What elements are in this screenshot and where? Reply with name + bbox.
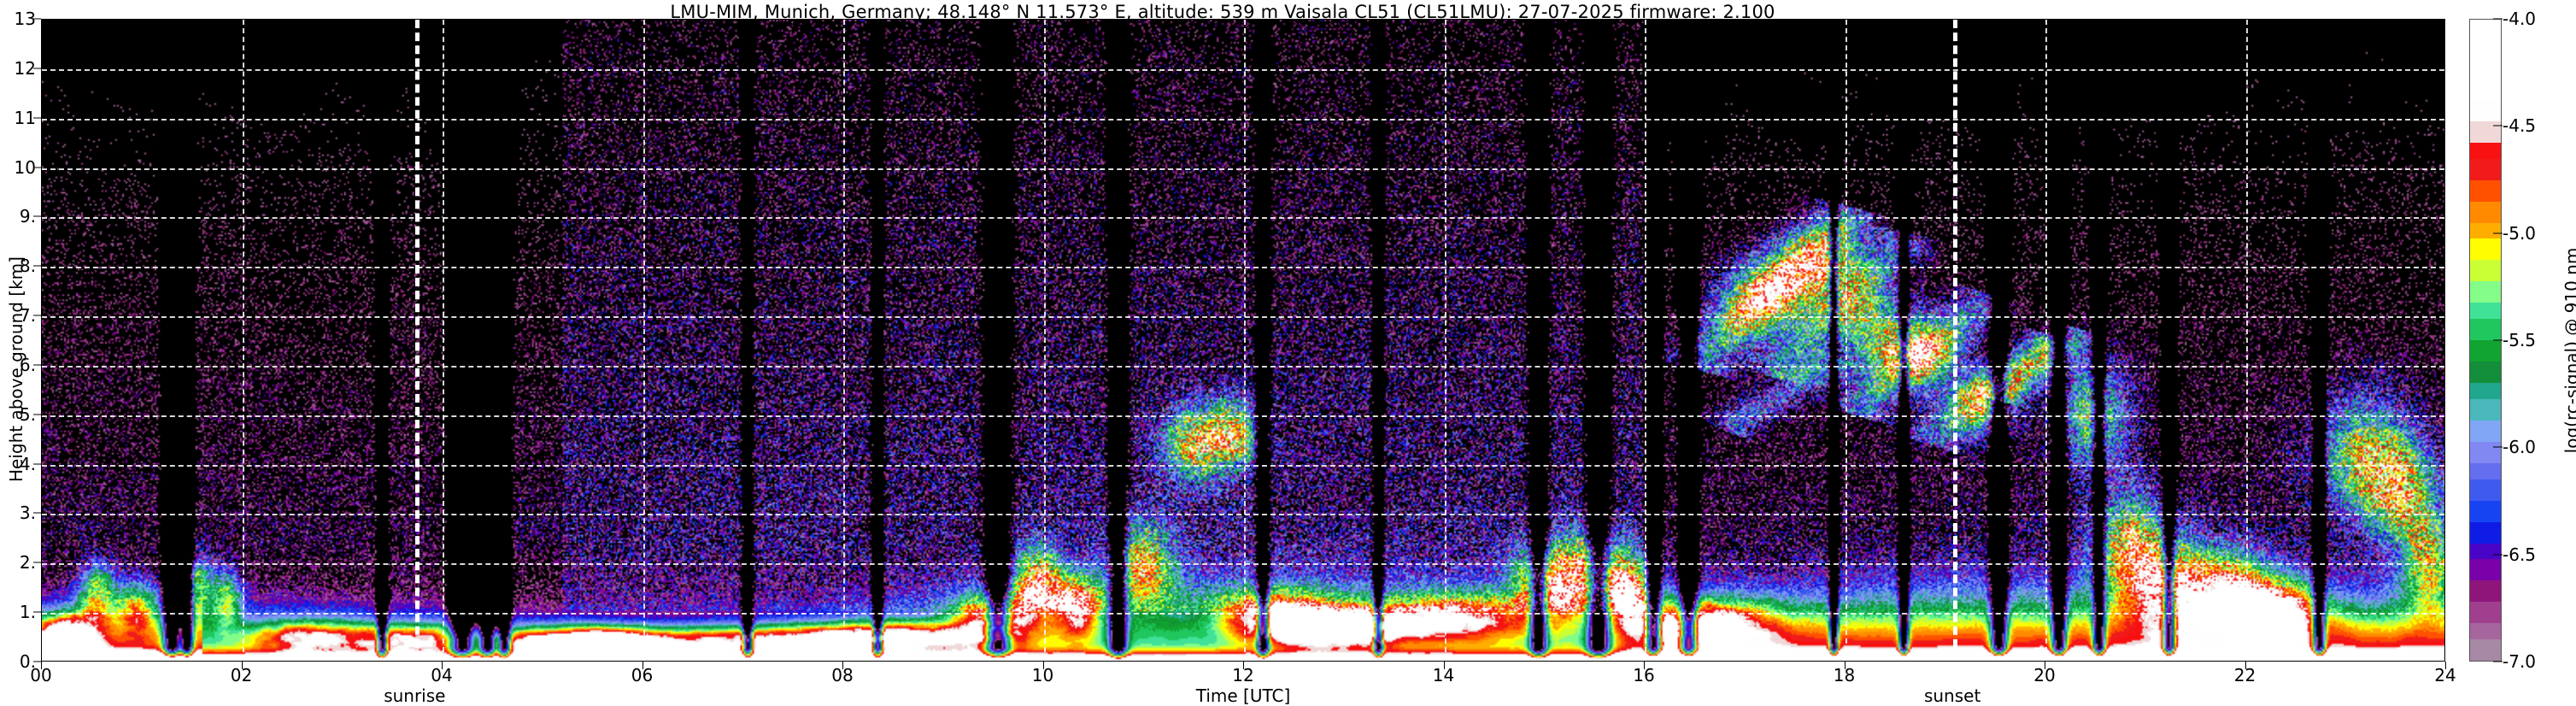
y-tick-mark (33, 265, 41, 267)
y-tick-mark (33, 215, 41, 217)
y-tick-label: 13 (14, 9, 36, 29)
gridline-horizontal (42, 68, 2444, 71)
y-tick-mark (33, 315, 41, 316)
x-tick-mark (1243, 662, 1244, 669)
y-tick-label: 4. (19, 453, 36, 474)
y-tick-mark (33, 18, 41, 20)
gridline-vertical (242, 20, 244, 661)
gridline-vertical (1244, 20, 1246, 661)
gridline-vertical (1444, 20, 1446, 661)
x-tick-mark (2244, 662, 2246, 669)
x-tick-mark (1644, 662, 1645, 669)
colorbar-tick-label: -7.0 (2503, 651, 2537, 672)
colorbar-tick-mark (2493, 18, 2503, 20)
heatmap-canvas-wrap (42, 20, 2444, 661)
colorbar-gradient (2470, 20, 2501, 661)
gridline-vertical (643, 20, 645, 661)
y-tick-label: 8. (19, 256, 36, 277)
gridline-vertical (2045, 20, 2047, 661)
gridline-horizontal (42, 316, 2444, 319)
y-tick-label: 5. (19, 403, 36, 425)
gridline-vertical (443, 20, 444, 661)
gridline-horizontal (42, 118, 2444, 121)
sunset-label: sunset (1923, 685, 1981, 706)
y-tick-mark (33, 167, 41, 168)
y-tick-mark (33, 117, 41, 119)
heatmap-canvas (42, 20, 2444, 661)
y-tick-mark (33, 364, 41, 366)
gridline-vertical (1845, 20, 1847, 661)
sunrise-label: sunrise (384, 685, 446, 706)
gridline-horizontal (42, 563, 2444, 566)
y-tick-label: 1. (19, 602, 36, 623)
gridline-horizontal (42, 415, 2444, 417)
x-tick-mark (1042, 662, 1044, 669)
x-tick-mark (442, 662, 443, 669)
x-tick-mark (241, 662, 243, 669)
colorbar-tick-mark (2493, 446, 2503, 448)
gridline-horizontal (42, 217, 2444, 220)
gridline-horizontal (42, 613, 2444, 615)
y-tick-mark (33, 562, 41, 563)
colorbar-tick-label: -5.0 (2503, 222, 2537, 244)
colorbar-tick-mark (2493, 554, 2503, 556)
colorbar (2469, 19, 2502, 662)
y-tick-label: 7. (19, 305, 36, 327)
y-axis: Height above ground [km] 0. 1. 2. 3. 4. 5. 6. 7… (0, 9, 38, 672)
x-tick-mark (842, 662, 843, 669)
x-tick-mark (1443, 662, 1445, 669)
y-tick-mark (33, 463, 41, 465)
gridline-horizontal (42, 267, 2444, 269)
y-tick-label: 6. (19, 354, 36, 375)
sunset-line (1953, 20, 1958, 661)
gridline-vertical (2245, 20, 2248, 661)
colorbar-tick-label: -6.0 (2503, 437, 2537, 458)
y-tick-label: 11 (14, 107, 36, 128)
y-tick-label: 10 (14, 156, 36, 178)
y-tick-mark (33, 512, 41, 514)
plot-area (41, 19, 2445, 662)
x-axis-label: Time [UTC] (1195, 685, 1291, 706)
gridline-horizontal (42, 168, 2444, 170)
colorbar-tick-mark (2493, 339, 2503, 341)
gridline-horizontal (42, 464, 2444, 467)
y-tick-label: 2. (19, 552, 36, 574)
colorbar-tick-label: -4.0 (2503, 9, 2537, 29)
colorbar-tick-label: -5.5 (2503, 330, 2537, 350)
y-tick-label: 3. (19, 503, 36, 524)
colorbar-tick-label: -6.5 (2503, 544, 2537, 565)
y-tick-mark (33, 611, 41, 613)
x-tick-mark (2445, 662, 2446, 669)
gridline-vertical (1043, 20, 1046, 661)
colorbar-label: log(rc-signal) @ 910 nm (2561, 247, 2576, 454)
gridline-vertical (1645, 20, 1646, 661)
y-tick-label: 12 (14, 57, 36, 79)
y-tick-label: 9. (19, 206, 36, 227)
gridline-horizontal (42, 365, 2444, 368)
y-tick-mark (33, 414, 41, 415)
sunrise-line (415, 20, 420, 661)
x-tick-mark (41, 662, 42, 669)
gridline-vertical (843, 20, 845, 661)
colorbar-tick-mark (2493, 232, 2503, 234)
gridline-horizontal (42, 514, 2444, 516)
y-tick-label: 0. (19, 651, 36, 672)
colorbar-tick-label: -4.5 (2503, 115, 2537, 137)
